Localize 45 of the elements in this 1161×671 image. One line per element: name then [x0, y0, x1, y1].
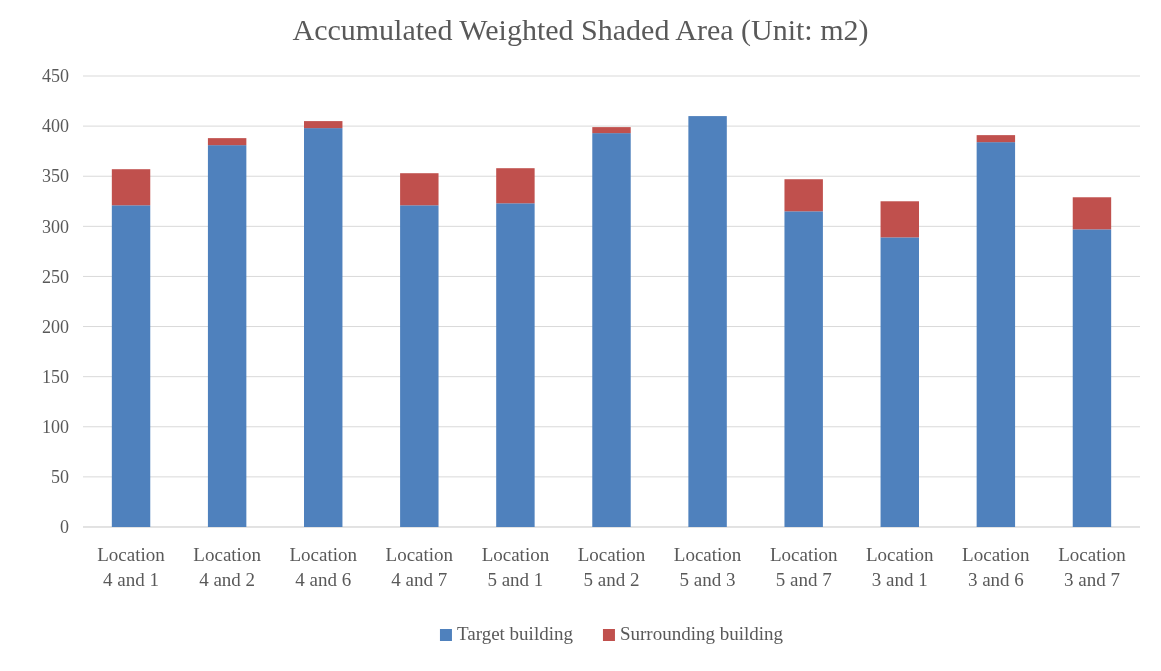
bar: [592, 127, 631, 134]
y-tick-label: 250: [42, 266, 69, 287]
x-tick-label: Location 3 and 6: [962, 544, 1031, 590]
bar: [1072, 229, 1112, 527]
y-tick-label: 300: [42, 216, 69, 237]
bar: [400, 205, 439, 527]
y-tick-label: 450: [42, 66, 69, 87]
bar: [400, 173, 439, 206]
bar: [304, 121, 343, 129]
y-tick-label: 50: [51, 467, 69, 488]
x-tick-label: Location 5 and 2: [577, 544, 646, 590]
y-tick-label: 400: [42, 116, 69, 137]
y-tick-label: 150: [42, 366, 69, 387]
x-tick-label: Location 5 and 7: [769, 544, 838, 590]
bar: [207, 145, 247, 527]
bar: [688, 116, 727, 527]
bar: [207, 138, 247, 146]
y-tick-label: 0: [60, 517, 69, 538]
bar: [496, 168, 535, 204]
y-tick-label: 350: [42, 166, 69, 187]
bar: [496, 203, 535, 527]
x-tick-label: Location 4 and 6: [289, 544, 358, 590]
bar: [111, 169, 151, 206]
x-tick-label: Location 4 and 7: [385, 544, 454, 590]
legend-label: Target building: [456, 623, 574, 644]
bar: [976, 142, 1016, 527]
bar: [592, 133, 631, 527]
y-tick-label: 100: [42, 417, 69, 438]
x-tick-label: Location 4 and 1: [97, 544, 166, 590]
x-tick-label: Location 5 and 1: [481, 544, 550, 590]
bar: [976, 135, 1016, 143]
bar: [880, 237, 919, 527]
legend-label: Surrounding building: [619, 623, 784, 644]
chart-title: Accumulated Weighted Shaded Area (Unit: m2): [292, 13, 869, 47]
bar: [304, 128, 343, 527]
bar: [111, 205, 151, 527]
bar: [880, 201, 919, 238]
y-tick-label: 200: [42, 316, 69, 337]
x-tick-label: Location 3 and 1: [866, 544, 935, 590]
bar: [784, 179, 823, 212]
x-tick-label: Location 4 and 2: [193, 544, 262, 590]
x-tick-label: Location 3 and 7: [1058, 544, 1127, 590]
bar: [784, 211, 823, 527]
x-tick-label: Location 5 and 3: [673, 544, 742, 590]
bar: [1072, 197, 1112, 230]
